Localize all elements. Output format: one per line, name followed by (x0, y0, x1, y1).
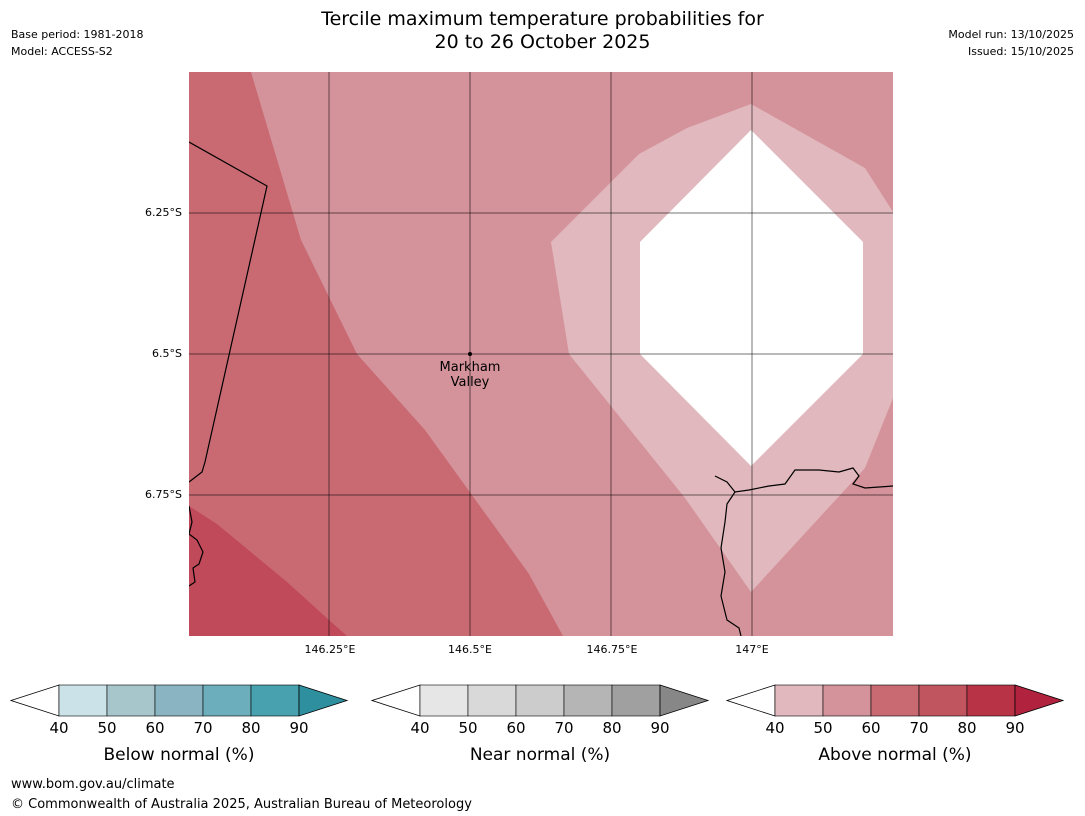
tick: 50 (97, 719, 117, 737)
title-line-2: 20 to 26 October 2025 (434, 31, 651, 53)
colorbar-over-arrow (298, 684, 349, 717)
colorbar-swatch (106, 684, 156, 717)
tick: 80 (602, 719, 622, 737)
tick: 60 (506, 719, 526, 737)
colorbar-near-normal-title: Near normal (%) (469, 745, 611, 765)
colorbar-near-normal (370, 684, 711, 722)
lat-label-6-75: 6.75°S (145, 488, 182, 501)
colorbar-near-normal-swatches (370, 684, 710, 717)
tick: 50 (813, 719, 833, 737)
map-canvas (189, 72, 893, 636)
title-line-1: Tercile maximum temperature probabilitie… (321, 8, 764, 30)
colorbar-swatch (870, 684, 920, 717)
lon-label-146-5: 146.5°E (448, 643, 492, 656)
region-above-70-80 (189, 506, 347, 636)
colorbar-swatch (966, 684, 1016, 717)
colorbar-below-normal-swatches (9, 684, 349, 717)
tick: 70 (193, 719, 213, 737)
colorbar-swatch (563, 684, 613, 717)
tick: 90 (650, 719, 670, 737)
colorbar-swatch (515, 684, 565, 717)
probability-map (189, 72, 893, 636)
colorbar-swatch (467, 684, 517, 717)
tick: 40 (49, 719, 69, 737)
lat-label-6-25: 6.25°S (145, 206, 182, 219)
tick: 90 (289, 719, 309, 737)
colorbar-swatch (611, 684, 661, 717)
model-run-text: Model run: 13/10/2025 (948, 28, 1074, 41)
base-period-text: Base period: 1981-2018 (11, 28, 144, 41)
colorbar-under-arrow (9, 684, 60, 717)
colorbar-swatch (202, 684, 252, 717)
colorbar-swatch (250, 684, 300, 717)
colorbar-swatch (58, 684, 108, 717)
place-label-line-1: Markham (439, 360, 501, 375)
tick: 70 (909, 719, 929, 737)
lon-label-146-25: 146.25°E (304, 643, 356, 656)
tick: 80 (957, 719, 977, 737)
colorbar-below-normal-title: Below normal (%) (103, 745, 255, 765)
colorbar-above-normal-title: Above normal (%) (818, 745, 972, 765)
colorbar-swatch (419, 684, 469, 717)
colorbar-above-normal-swatches (725, 684, 1065, 717)
tick: 80 (241, 719, 261, 737)
colorbar-swatch (154, 684, 204, 717)
colorbar-swatch (774, 684, 824, 717)
footer-website[interactable]: www.bom.gov.au/climate (11, 777, 175, 792)
header-meta-right: Model run: 13/10/2025 Issued: 15/10/2025 (948, 26, 1074, 60)
colorbar-swatch (918, 684, 968, 717)
tick: 90 (1005, 719, 1025, 737)
colorbar-below-normal (9, 684, 350, 722)
place-label-line-2: Valley (450, 375, 490, 390)
colorbar-over-arrow (659, 684, 710, 717)
colorbar-swatch (822, 684, 872, 717)
footer: www.bom.gov.au/climate © Commonwealth of… (11, 775, 472, 815)
colorbar-under-arrow (370, 684, 421, 717)
map-title: Tercile maximum temperature probabilitie… (0, 8, 1085, 54)
model-name-text: Model: ACCESS-S2 (11, 45, 113, 58)
tick: 40 (410, 719, 430, 737)
header-meta-left: Base period: 1981-2018 Model: ACCESS-S2 (11, 26, 143, 60)
tick: 40 (765, 719, 785, 737)
tick: 60 (145, 719, 165, 737)
colorbar-above-normal (725, 684, 1066, 722)
lat-label-6-5: 6.5°S (152, 347, 182, 360)
place-label: Markham Valley (430, 360, 510, 390)
issued-date-text: Issued: 15/10/2025 (967, 45, 1074, 58)
footer-copyright: © Commonwealth of Australia 2025, Austra… (11, 797, 472, 812)
tick: 50 (458, 719, 478, 737)
tick: 60 (861, 719, 881, 737)
graticule (189, 72, 893, 636)
coastline (189, 141, 893, 636)
tick: 70 (554, 719, 574, 737)
colorbar-under-arrow (725, 684, 776, 717)
lon-label-146-75: 146.75°E (586, 643, 638, 656)
colorbar-over-arrow (1014, 684, 1065, 717)
lon-label-147: 147°E (735, 643, 769, 656)
markham-valley-marker (468, 352, 472, 356)
